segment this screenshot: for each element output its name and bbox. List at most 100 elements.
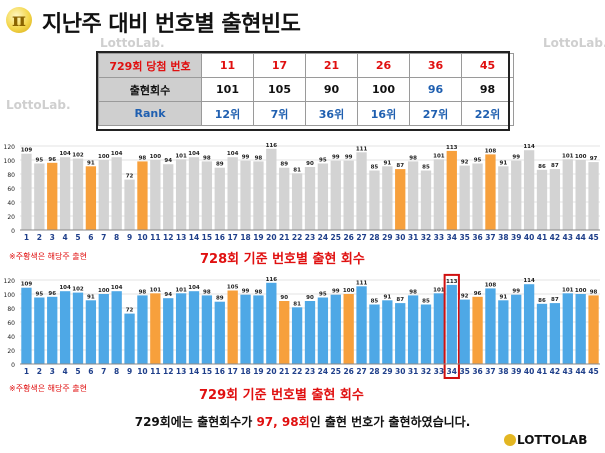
x-tick-label: 40 — [524, 367, 534, 376]
data-label: 101 — [175, 153, 187, 159]
x-tick-label: 19 — [253, 233, 263, 242]
y-tick-label: 80 — [7, 306, 15, 313]
bar — [459, 299, 470, 364]
bar — [446, 284, 457, 364]
data-label: 99 — [242, 155, 250, 161]
bar — [201, 161, 213, 230]
brand-label: LOTTOLAB — [517, 433, 588, 447]
x-tick-label: 31 — [408, 367, 418, 376]
bar — [433, 159, 445, 230]
bar — [34, 297, 45, 364]
x-tick-label: 42 — [550, 233, 560, 242]
bar — [253, 295, 264, 364]
bar — [356, 286, 367, 364]
bar — [395, 169, 406, 230]
bar — [291, 173, 303, 230]
bar — [175, 159, 187, 230]
bar — [523, 284, 535, 364]
x-tick-label: 17 — [227, 367, 237, 376]
data-label: 95 — [319, 158, 327, 164]
brand-logo-icon — [504, 434, 516, 446]
bar — [575, 160, 586, 230]
data-label: 104 — [59, 285, 71, 291]
bar — [111, 291, 122, 364]
rank-row-header: Rank — [98, 101, 202, 126]
bar — [34, 163, 45, 230]
x-tick-label: 6 — [88, 233, 93, 242]
x-tick-label: 18 — [240, 233, 250, 242]
bar — [253, 161, 264, 230]
data-label: 98 — [409, 289, 417, 295]
data-label: 90 — [306, 295, 314, 301]
data-label: 90 — [306, 161, 314, 167]
y-tick-label: 20 — [7, 348, 15, 355]
chart-caption-728: 728회 기준 번호별 출현 회수 — [200, 252, 365, 267]
bar — [382, 166, 393, 230]
bar — [72, 158, 84, 230]
x-tick-label: 41 — [537, 367, 547, 376]
bar — [330, 160, 341, 230]
data-label: 101 — [562, 287, 574, 293]
data-label: 114 — [523, 278, 535, 284]
y-tick-label: 60 — [7, 320, 15, 327]
bar — [433, 293, 445, 364]
x-tick-label: 30 — [395, 233, 405, 242]
data-label: 101 — [433, 287, 445, 293]
data-label: 116 — [266, 143, 278, 149]
bar — [407, 295, 419, 364]
x-tick-label: 42 — [550, 367, 560, 376]
count-cell: 98 — [461, 77, 514, 102]
data-label: 92 — [461, 294, 469, 300]
bar — [549, 169, 561, 230]
bar — [536, 169, 548, 230]
data-label: 109 — [21, 148, 33, 154]
x-tick-label: 35 — [459, 367, 469, 376]
footer-summary: 729회에는 출현회수가 97, 98회인 출현 번호가 출현하였습니다. — [0, 413, 605, 430]
bar — [98, 294, 109, 364]
bar — [536, 303, 548, 364]
x-tick-label: 12 — [163, 367, 173, 376]
x-tick-label: 25 — [331, 233, 341, 242]
footer-suffix: 인 출현 번호가 출현하였습니다. — [309, 415, 471, 429]
bar — [214, 167, 225, 230]
x-tick-label: 44 — [575, 233, 585, 242]
data-label: 109 — [21, 282, 33, 288]
x-tick-label: 39 — [511, 367, 521, 376]
bar — [291, 307, 303, 364]
x-tick-label: 14 — [189, 233, 199, 242]
data-label: 102 — [72, 153, 84, 159]
x-tick-label: 34 — [447, 233, 457, 242]
x-tick-label: 16 — [215, 367, 225, 376]
data-label: 101 — [175, 287, 187, 293]
data-label: 91 — [87, 160, 95, 166]
data-label: 113 — [446, 145, 458, 151]
bar — [407, 161, 419, 230]
x-tick-label: 23 — [305, 367, 315, 376]
bar — [330, 294, 341, 364]
x-tick-label: 28 — [369, 233, 379, 242]
bar — [227, 290, 238, 364]
page-title: 지난주 대비 번호별 출현빈도 — [42, 12, 301, 37]
x-tick-label: 22 — [292, 233, 302, 242]
rank-cell: 36위 — [305, 101, 358, 126]
count-row: 출현회수 101 105 90 100 96 98 — [98, 77, 514, 102]
x-tick-label: 29 — [382, 367, 392, 376]
x-tick-label: 26 — [343, 367, 353, 376]
data-label: 87 — [396, 163, 404, 169]
orange-note: ※주황색은 해당주 출현 — [9, 252, 88, 261]
x-tick-label: 36 — [472, 233, 482, 242]
x-tick-label: 28 — [369, 367, 379, 376]
data-label: 102 — [72, 287, 84, 293]
x-tick-label: 44 — [575, 367, 585, 376]
data-label: 99 — [332, 289, 340, 295]
data-label: 101 — [150, 287, 162, 293]
x-tick-label: 43 — [563, 367, 573, 376]
data-label: 85 — [371, 299, 379, 305]
bar — [317, 163, 329, 230]
bar — [72, 292, 84, 364]
bar — [163, 298, 174, 364]
x-tick-label: 20 — [266, 233, 276, 242]
data-label: 92 — [461, 160, 469, 166]
data-label: 98 — [255, 155, 263, 161]
x-tick-label: 5 — [75, 233, 80, 242]
